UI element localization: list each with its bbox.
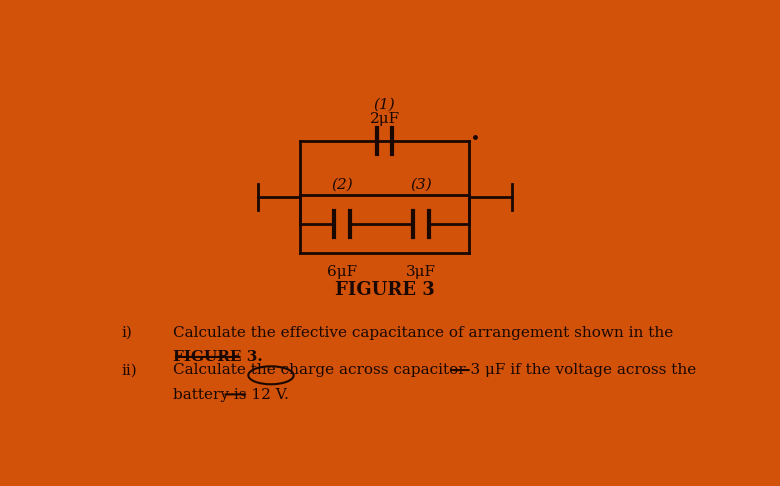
- Text: 3μF: 3μF: [406, 264, 436, 278]
- Text: FIGURE 3.: FIGURE 3.: [173, 350, 263, 364]
- Text: FIGURE 3: FIGURE 3: [335, 281, 434, 299]
- Text: Calculate the effective capacitance of arrangement shown in the: Calculate the effective capacitance of a…: [173, 326, 673, 340]
- Text: (2): (2): [332, 177, 353, 191]
- Text: (3): (3): [410, 177, 432, 191]
- Text: (1): (1): [374, 98, 395, 112]
- Text: i): i): [122, 326, 133, 340]
- Text: ii): ii): [122, 364, 137, 377]
- Text: 2μF: 2μF: [370, 112, 399, 126]
- Text: Calculate the charge across capacitor 3 μF if the voltage across the: Calculate the charge across capacitor 3 …: [173, 364, 697, 377]
- Text: 6μF: 6μF: [328, 264, 357, 278]
- Text: battery is 12 V.: battery is 12 V.: [173, 388, 289, 401]
